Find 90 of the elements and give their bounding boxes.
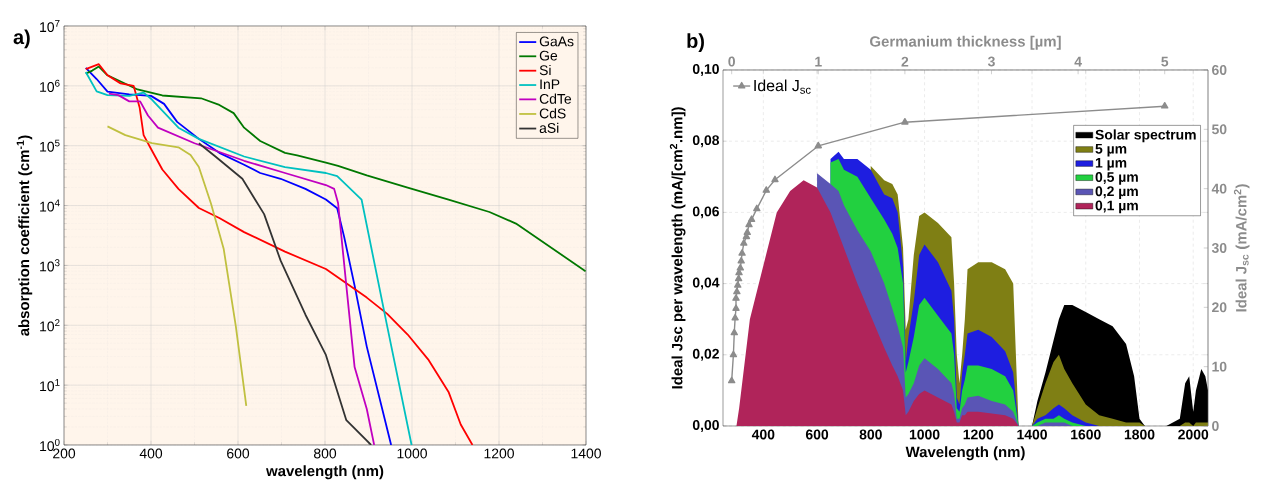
y-tick-label: 0,00 — [692, 420, 719, 432]
legend-label: Ideal J$_{sc}$ — [754, 79, 811, 94]
point — [747, 215, 756, 222]
legend-label: CdS — [539, 108, 566, 119]
y-tick-label: 0,10 — [692, 64, 719, 76]
x-tick-label: 1600 — [1071, 429, 1101, 440]
point — [901, 118, 909, 125]
x-tick-label: 1400 — [1017, 429, 1047, 440]
y-tick-label: 60 — [1212, 65, 1227, 75]
legend-label: CdTe — [539, 93, 572, 104]
point — [762, 186, 771, 193]
x-tick-label: 1200 — [484, 448, 514, 459]
x-tick-label: 5 — [1161, 56, 1169, 67]
y-tick-label: 0,04 — [692, 277, 720, 290]
legend-label: 0,5 µm — [1095, 172, 1138, 185]
x-tick-label: 1800 — [1124, 429, 1155, 440]
point — [745, 220, 753, 228]
line-series — [84, 63, 474, 445]
line-series — [197, 142, 373, 445]
legend-label: GaAs — [539, 36, 574, 47]
point — [730, 328, 738, 336]
x-tick-label: 2000 — [1178, 429, 1209, 440]
point — [753, 204, 761, 212]
y-tick-label: 20 — [1212, 302, 1227, 313]
y-tick-label: 10$^{1}$ — [40, 379, 60, 392]
y-tick-label: 10$^{6}$ — [40, 79, 60, 92]
y-tick-label: 10$^{2}$ — [40, 319, 60, 332]
x-tick-label: 2 — [901, 56, 909, 67]
y-tick-label: 30 — [1211, 243, 1227, 253]
legend-label: aSi — [539, 122, 559, 133]
y-tick-label: 0,02 — [692, 348, 719, 361]
y-tick-label: 10$^{3}$ — [40, 259, 60, 272]
chart-title: a) — [13, 29, 30, 49]
point — [734, 274, 743, 282]
y-tick-label: 50 — [1211, 124, 1227, 135]
point — [771, 175, 779, 183]
x-tick-label: 1 — [815, 56, 822, 67]
point — [733, 287, 741, 295]
x-axis-title: wavelength (nm) — [266, 465, 384, 480]
x-tick-label: 800 — [859, 429, 882, 440]
y-tick-label: 0,08 — [692, 135, 720, 148]
x-axis-title: Germanium thickness [µm] — [870, 35, 1061, 50]
x-tick-label: 1000 — [909, 429, 940, 440]
point — [738, 249, 746, 256]
point — [736, 263, 745, 271]
y-tick-label: 40 — [1211, 183, 1227, 194]
line-series — [107, 92, 376, 445]
x-tick-label: 1400 — [571, 448, 601, 459]
point — [740, 239, 748, 246]
chart-title: b) — [687, 33, 704, 52]
point — [743, 228, 751, 235]
x-tick-label: 3 — [987, 56, 995, 67]
y-axis-title: absorption coefficient (cm$^{-1}$) — [16, 135, 33, 336]
line-series — [106, 125, 248, 407]
point — [732, 294, 740, 301]
legend-label: Ge — [539, 50, 558, 61]
y-tick-label: 10 — [1212, 361, 1227, 372]
point — [1160, 101, 1169, 109]
y-tick-label: 10$^{7}$ — [40, 19, 60, 33]
point — [732, 304, 740, 311]
y-tick-label: 0 — [1212, 421, 1219, 431]
legend-label: Solar spectrum — [1095, 129, 1196, 143]
x-tick-label: 0 — [728, 56, 735, 67]
y-axis-title: Ideal Jsc per wavelength (mA/[cm$^{2}$.nm]) — [669, 107, 686, 389]
point — [727, 376, 736, 384]
point — [729, 350, 738, 358]
point — [737, 256, 745, 264]
x-tick-label: 400 — [139, 448, 163, 459]
legend-label: 0,1 µm — [1095, 200, 1138, 214]
x-tick-label: 1000 — [397, 448, 427, 459]
x-tick-label: 600 — [805, 429, 829, 440]
point — [734, 281, 742, 288]
y-axis-title: Ideal J$_{sc}$ (mA/cm$^{2}$) — [1233, 184, 1250, 312]
legend-label: Si — [539, 64, 551, 76]
point — [814, 141, 822, 149]
legend-label: 5 µm — [1095, 143, 1127, 157]
y-tick-label: 10$^{5}$ — [40, 139, 60, 152]
legend-label: 1 µm — [1095, 158, 1127, 171]
point — [731, 313, 739, 321]
x-tick-label: 800 — [313, 448, 337, 459]
x-tick-label: 600 — [227, 448, 250, 459]
legend-label: 0,2 µm — [1095, 186, 1138, 199]
x-tick-label: 4 — [1074, 56, 1082, 67]
x-axis-title: Wavelength (nm) — [905, 446, 1025, 461]
y-tick-label: 10$^{4}$ — [40, 199, 60, 212]
x-tick-label: 1200 — [963, 429, 994, 440]
legend-label: InP — [540, 79, 560, 90]
x-tick-label: 400 — [751, 429, 775, 440]
line-series — [84, 65, 587, 273]
y-tick-label: 0,06 — [692, 206, 719, 219]
